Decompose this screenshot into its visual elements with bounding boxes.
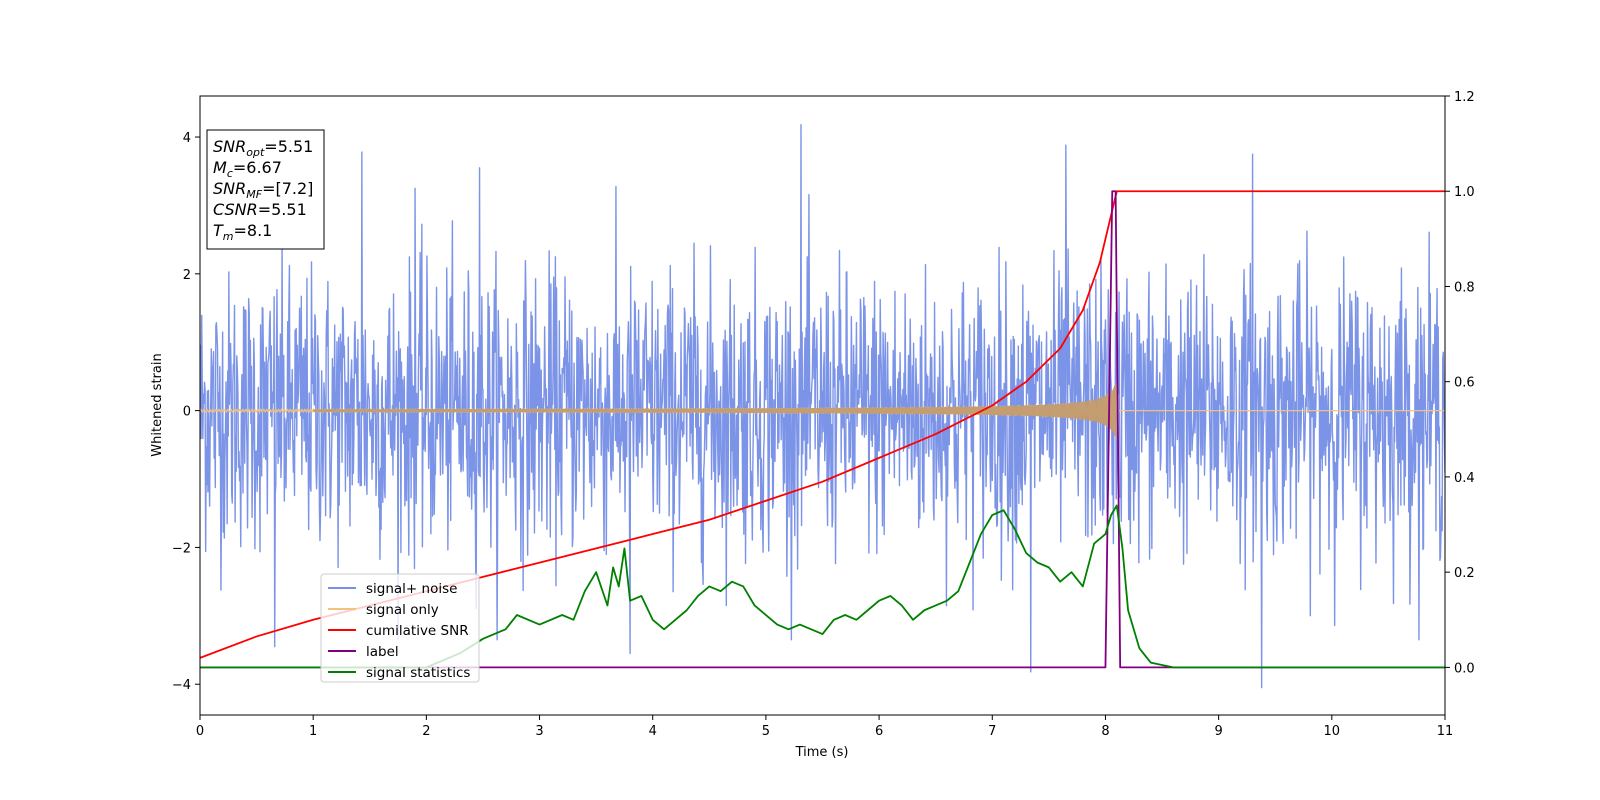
y2-tick-label: 0.8 <box>1454 280 1475 295</box>
x-tick-label: 10 <box>1324 724 1341 739</box>
y-tick-label: 4 <box>183 131 191 146</box>
info-value: =8.1 <box>234 221 273 240</box>
x-tick-label: 5 <box>762 724 770 739</box>
info-value: =[7.2] <box>262 179 313 198</box>
info-box-row: Mc=6.67 <box>213 158 282 180</box>
y-tick-label: 0 <box>183 405 191 420</box>
x-tick-label: 11 <box>1437 724 1454 739</box>
info-box: SNRopt=5.51Mc=6.67SNRMF=[7.2]CSNR=5.51Tm… <box>206 129 325 250</box>
info-box-frame <box>206 129 325 250</box>
x-tick-label: 1 <box>309 724 317 739</box>
legend-label: label <box>366 644 399 660</box>
x-tick-label: 0 <box>196 724 204 739</box>
legend-label: cumilative SNR <box>366 623 469 639</box>
y-axis-label: Whitened strain <box>150 353 165 456</box>
legend-label: signal+ noise <box>366 581 457 597</box>
info-sub: opt <box>246 146 265 159</box>
info-var: SNR <box>213 137 246 156</box>
y2-tick-label: 1.2 <box>1454 90 1475 105</box>
info-sub: m <box>223 230 234 243</box>
y2-tick-label: 0.0 <box>1454 661 1475 676</box>
info-box-row: CSNR=5.51 <box>213 200 307 219</box>
legend-label: signal only <box>366 602 439 618</box>
info-sub: MF <box>246 188 262 201</box>
y-tick-label: −2 <box>172 541 191 556</box>
x-tick-label: 7 <box>988 724 996 739</box>
info-value: =5.51 <box>264 137 313 156</box>
info-box-row: SNRopt=5.51 <box>213 137 313 159</box>
info-value: =6.67 <box>233 158 282 177</box>
y-tick-label: −4 <box>172 678 191 693</box>
y2-tick-label: 0.2 <box>1454 566 1475 581</box>
info-value: =5.51 <box>258 200 307 219</box>
y-axis-right: 1.2 1.0 0.8 0.6 0.4 0.2 0.0 <box>1445 90 1475 676</box>
x-tick-label: 3 <box>535 724 543 739</box>
info-sub: c <box>227 167 233 180</box>
noise-series-line <box>200 124 1445 689</box>
y-tick-label: 2 <box>183 268 191 283</box>
x-tick-label: 2 <box>422 724 430 739</box>
x-tick-label: 8 <box>1101 724 1109 739</box>
info-var: SNR <box>213 179 246 198</box>
info-var: M <box>213 158 227 177</box>
info-box-row: Tm=8.1 <box>213 221 272 243</box>
legend-frame <box>320 573 480 683</box>
legend-label: signal statistics <box>366 665 470 681</box>
y2-tick-label: 0.4 <box>1454 471 1475 486</box>
y2-tick-label: 0.6 <box>1454 376 1475 391</box>
info-var: CSNR <box>213 200 258 219</box>
x-tick-label: 4 <box>649 724 657 739</box>
x-axis: 0 1 2 3 4 5 6 7 8 9 10 11 <box>196 715 1453 739</box>
x-tick-label: 9 <box>1214 724 1222 739</box>
signal-statistics-line <box>200 504 1445 669</box>
chirp-envelope <box>313 381 1117 440</box>
legend: signal+ noise signal only cumilative SNR la… <box>320 573 480 683</box>
info-var: T <box>213 221 224 240</box>
axes-frame <box>199 95 1446 716</box>
y2-tick-label: 1.0 <box>1454 185 1475 200</box>
y-axis-left: 4 2 0 −2 −4 <box>172 131 200 693</box>
info-box-row: SNRMF=[7.2] <box>213 179 313 201</box>
x-tick-label: 6 <box>875 724 883 739</box>
x-axis-label: Time (s) <box>795 745 849 760</box>
